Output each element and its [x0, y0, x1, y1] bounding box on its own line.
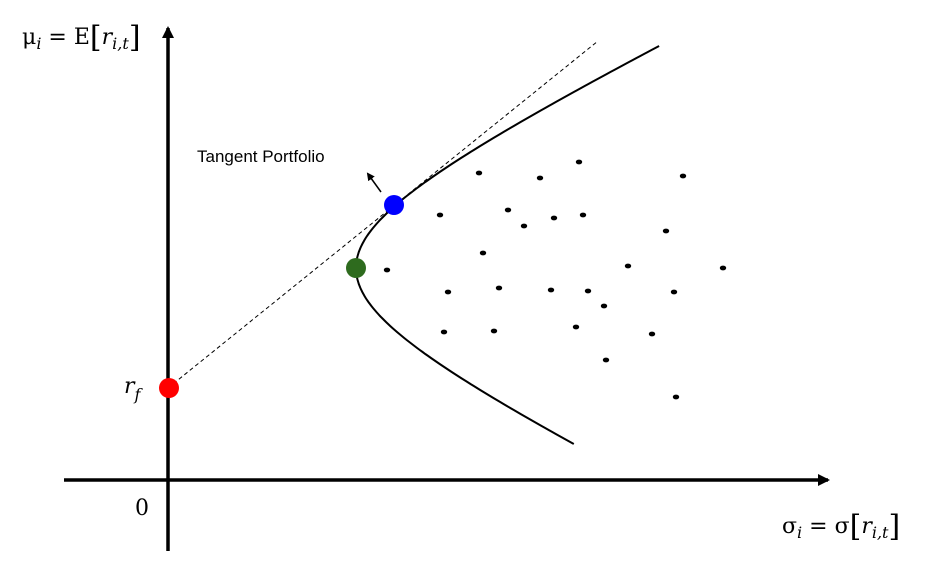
- risk-free-rate-label: rf: [124, 374, 144, 404]
- asset-point: [440, 329, 448, 335]
- capital-market-line: [167, 40, 599, 389]
- asset-point: [602, 357, 610, 363]
- tangent-portfolio-point: [384, 195, 404, 215]
- asset-point: [662, 228, 670, 234]
- asset-point: [584, 288, 592, 294]
- tangent-portfolio-label: Tangent Portfolio: [197, 147, 325, 166]
- asset-point: [495, 285, 503, 291]
- asset-point: [679, 173, 687, 179]
- asset-point: [383, 267, 391, 273]
- asset-point: [624, 263, 632, 269]
- asset-point: [579, 212, 587, 218]
- asset-point: [504, 207, 512, 213]
- asset-point: [547, 287, 555, 293]
- asset-point: [436, 212, 444, 218]
- origin-label: 0: [135, 496, 149, 521]
- asset-point: [490, 328, 498, 334]
- asset-point: [536, 175, 544, 181]
- asset-point: [648, 331, 656, 337]
- efficient-frontier-curve: [355, 45, 660, 445]
- asset-point: [475, 170, 483, 176]
- asset-point: [444, 289, 452, 295]
- asset-point: [572, 324, 580, 330]
- asset-point: [520, 223, 528, 229]
- arrow-up-left-icon: [366, 172, 382, 193]
- risk-free-point: [159, 378, 179, 398]
- asset-point: [550, 215, 558, 221]
- asset-point: [600, 303, 608, 309]
- asset-point: [575, 159, 583, 165]
- y-axis-label: μi = E[ri,t]: [22, 20, 141, 55]
- asset-points: [383, 159, 727, 400]
- x-axis-label: σi = σ[ri,t]: [782, 509, 900, 544]
- minimum-variance-point: [346, 258, 366, 278]
- asset-point: [672, 394, 680, 400]
- asset-point: [719, 265, 727, 271]
- asset-point: [479, 250, 487, 256]
- asset-point: [670, 289, 678, 295]
